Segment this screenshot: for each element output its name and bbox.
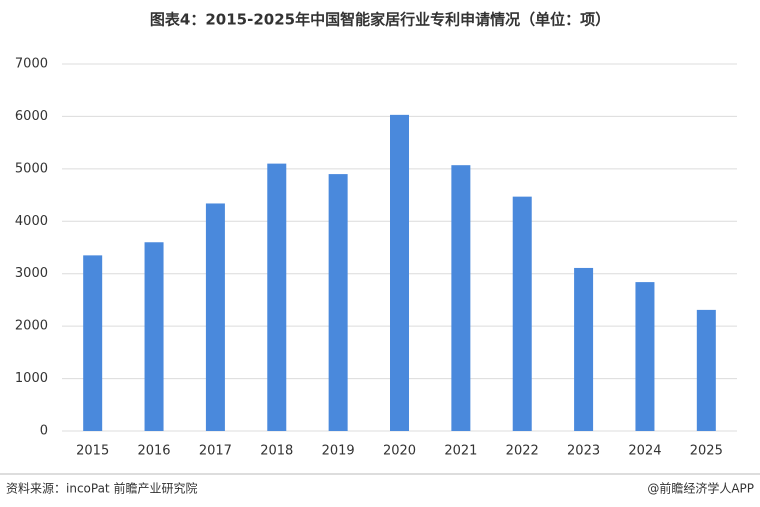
bar xyxy=(574,267,594,431)
bar xyxy=(205,203,225,431)
source: 资料来源：incoPat 前瞻产业研究院 xyxy=(6,481,197,496)
y-tick-label: 0 xyxy=(40,424,48,439)
x-tick-label: 2017 xyxy=(199,444,232,459)
chart-title: 图表4：2015-2025年中国智能家居行业专利申请情况（单位：项） xyxy=(150,11,610,29)
x-tick-label: 2022 xyxy=(506,444,539,459)
bar xyxy=(635,282,655,431)
bar xyxy=(144,242,164,431)
x-tick-label: 2023 xyxy=(567,444,600,459)
y-tick-label: 1000 xyxy=(15,371,48,386)
y-tick-label: 6000 xyxy=(15,109,48,124)
x-tick-label: 2016 xyxy=(137,444,170,459)
bar xyxy=(390,114,409,431)
bar xyxy=(512,196,532,431)
y-tick-label: 7000 xyxy=(15,57,48,72)
credit: @前瞻经济学人APP xyxy=(647,481,754,496)
y-tick-label: 4000 xyxy=(15,214,48,229)
bar xyxy=(83,255,103,431)
x-tick-label: 2025 xyxy=(690,444,723,459)
x-tick-label: 2020 xyxy=(383,444,416,459)
bar xyxy=(328,174,348,431)
y-tick-label: 3000 xyxy=(15,266,48,281)
y-tick-label: 2000 xyxy=(15,319,48,334)
y-tick-label: 5000 xyxy=(15,161,48,176)
x-tick-label: 2024 xyxy=(628,444,661,459)
bar xyxy=(696,309,716,431)
x-tick-label: 2015 xyxy=(76,444,109,459)
bar xyxy=(451,165,471,432)
x-tick-label: 2018 xyxy=(260,444,293,459)
bar xyxy=(267,163,287,431)
x-tick-label: 2021 xyxy=(444,444,477,459)
x-tick-label: 2019 xyxy=(322,444,355,459)
